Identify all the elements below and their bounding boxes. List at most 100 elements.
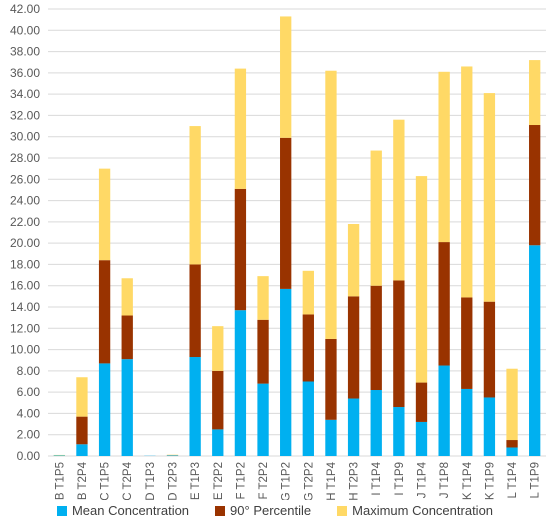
bar-segment: [325, 419, 337, 456]
y-tick-label: 8.00: [17, 364, 41, 378]
x-tick-label: I T1P9: [394, 462, 406, 496]
bar-segment: [76, 416, 88, 445]
bar-segment: [415, 176, 428, 383]
y-tick-label: 0.00: [17, 449, 41, 463]
bar-segment: [506, 447, 518, 456]
y-tick-label: 22.00: [10, 215, 40, 229]
bar-segment: [280, 288, 292, 456]
y-tick-label: 26.00: [10, 172, 40, 186]
bar-segment: [166, 455, 179, 456]
bar-segment: [347, 296, 360, 399]
bar-segment: [461, 297, 473, 389]
bar-segment: [212, 326, 224, 371]
bar-segment: [302, 270, 314, 315]
bar-segment: [257, 383, 269, 456]
bar-segment: [325, 70, 337, 339]
bar-segment: [347, 223, 360, 297]
x-axis-ticks: B T1P5 B T2P4 C T1P5 C T2P4 D T1P3 D T2P3 E T1…: [54, 461, 541, 501]
x-tick-label: K T1P4: [462, 461, 474, 500]
y-tick-label: 12.00: [10, 321, 40, 335]
x-tick-label: G T2P2: [303, 462, 315, 500]
bar-segment: [189, 357, 201, 456]
stacked-bar-chart: 0.00 2.00 4.00 6.00 8.00 10.00 12.00 14.00 16.00…: [10, 2, 546, 501]
bar-segment: [98, 168, 111, 261]
bar-segment: [347, 398, 360, 456]
legend-item-maximum: Maximum Concentration: [337, 503, 493, 518]
x-tick-label: B T1P5: [54, 462, 66, 500]
bar-segment: [370, 150, 382, 286]
bar-segment: [98, 363, 111, 456]
bar-segment: [370, 285, 382, 391]
legend-item-90-percentile: 90° Percentile: [215, 503, 311, 518]
bar-segment: [280, 16, 292, 138]
y-tick-label: 24.00: [10, 194, 40, 208]
bar-segment: [76, 377, 88, 417]
bar-segment: [483, 93, 496, 302]
bar-segment: [212, 429, 224, 456]
bar-segment: [121, 315, 133, 360]
x-tick-label: I T1P4: [371, 461, 383, 495]
bar-segment: [212, 370, 224, 430]
y-tick-label: 16.00: [10, 279, 40, 293]
bar-segment: [461, 66, 473, 298]
bar-segment: [53, 455, 65, 456]
y-tick-label: 32.00: [10, 108, 40, 122]
legend-item-mean: Mean Concentration: [56, 503, 190, 518]
bar-segment: [370, 390, 382, 456]
bar-segment: [121, 359, 133, 456]
x-tick-label: C T2P4: [122, 461, 134, 500]
x-tick-label: D T1P3: [145, 462, 157, 500]
y-tick-label: 20.00: [10, 236, 40, 250]
y-tick-label: 38.00: [10, 45, 40, 59]
bar-segment: [280, 137, 292, 289]
y-tick-label: 28.00: [10, 151, 40, 165]
bar-segment: [438, 365, 450, 456]
y-tick-label: 36.00: [10, 66, 40, 80]
legend-label-maximum: Maximum Concentration: [352, 503, 494, 518]
y-tick-label: 4.00: [17, 406, 41, 420]
bar-segment: [415, 421, 428, 456]
bar-segment: [529, 60, 541, 126]
bar-segment: [121, 278, 133, 316]
y-tick-label: 34.00: [10, 87, 40, 101]
y-tick-label: 30.00: [10, 130, 40, 144]
bar-segment: [53, 454, 65, 456]
y-tick-label: 6.00: [17, 385, 41, 399]
y-tick-label: 10.00: [10, 343, 40, 357]
bar-segment: [438, 242, 450, 366]
legend-label-mean: Mean Concentration: [71, 503, 190, 518]
bar-segment: [529, 125, 541, 246]
y-tick-label: 2.00: [17, 428, 41, 442]
bar-segment: [189, 126, 201, 265]
legend: Mean Concentration 90° Percentile Maximu…: [0, 503, 550, 518]
bar-segment: [393, 280, 405, 408]
x-tick-label: J T1P4: [417, 461, 429, 498]
bar-segment: [234, 188, 247, 311]
y-tick-label: 42.00: [10, 2, 40, 16]
bar-segment: [234, 310, 247, 456]
bar-segment: [302, 381, 314, 456]
x-tick-label: E T2P2: [213, 462, 225, 500]
bar-segment: [257, 319, 269, 384]
y-tick-label: 14.00: [10, 300, 40, 314]
bar-segment: [393, 119, 405, 281]
bar-segment: [234, 68, 247, 189]
bar-segment: [98, 260, 111, 364]
bar-segment: [393, 407, 405, 456]
y-tick-label: 18.00: [10, 257, 40, 271]
x-tick-label: C T1P5: [100, 462, 112, 500]
bar-segment: [438, 71, 450, 243]
x-tick-label: H T1P4: [326, 461, 338, 500]
bar-segment: [483, 397, 496, 456]
bar-segment: [166, 454, 179, 456]
y-axis-ticks: 0.00 2.00 4.00 6.00 8.00 10.00 12.00 14.00 16.00…: [10, 2, 40, 463]
bar-segment: [529, 245, 541, 456]
x-tick-label: D T2P3: [168, 462, 180, 500]
bar-segment: [189, 264, 201, 358]
legend-swatch-maximum: [337, 505, 348, 516]
bar-segment: [325, 338, 337, 420]
bar-segment: [506, 440, 518, 448]
bar-segment: [76, 444, 88, 456]
x-tick-label: J T1P8: [439, 462, 451, 498]
